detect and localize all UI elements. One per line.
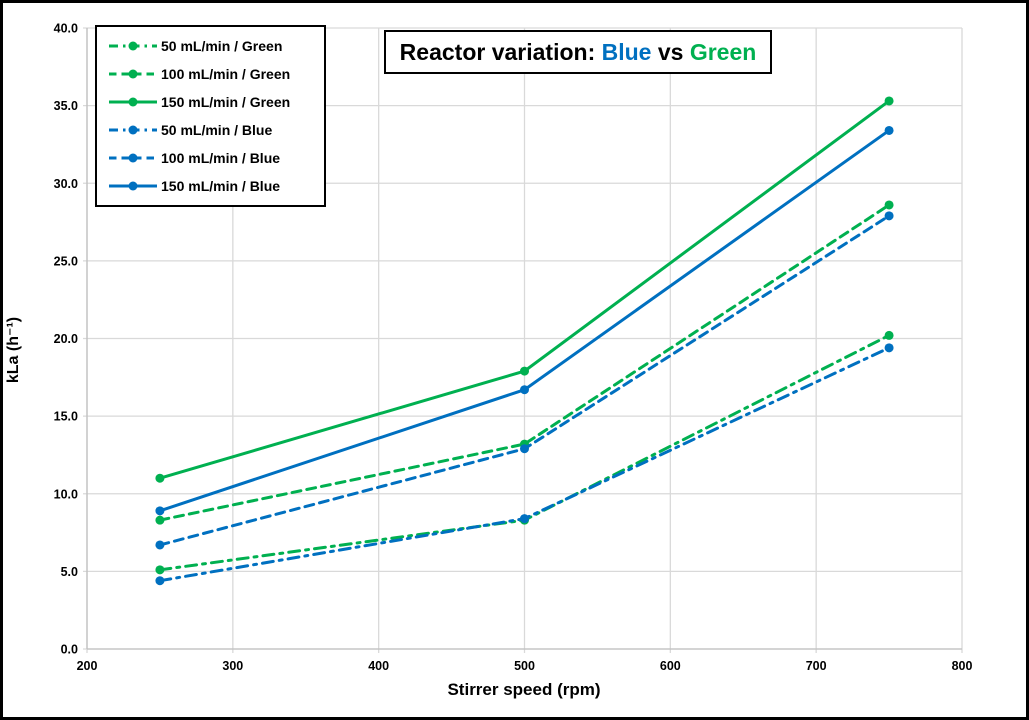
chart-title-prefix: Reactor variation: — [399, 38, 602, 65]
x-tick-label: 700 — [806, 659, 827, 673]
legend-item: 50 mL/min / Blue — [108, 116, 324, 144]
y-tick-label: 25.0 — [54, 254, 78, 268]
data-point-marker — [155, 576, 165, 586]
y-tick-label: 35.0 — [54, 99, 78, 113]
plot-area: 0.0 5.0 10.0 15.0 20.0 25.0 30.0 35.0 40.0 200 300… — [54, 22, 973, 674]
legend-item: 100 mL/min / Blue — [108, 144, 324, 172]
data-point-marker — [520, 514, 529, 524]
x-tick-label: 800 — [952, 659, 973, 673]
y-axis-title: kLa (h⁻¹) — [5, 316, 22, 384]
legend-label: 150 mL/min / Blue — [161, 178, 281, 194]
legend-line-sample — [109, 69, 157, 79]
chart-title: Reactor variation: Blue vs Green — [384, 30, 772, 74]
legend-item: 50 mL/min / Green — [108, 32, 324, 60]
y-tick-label: 0.0 — [61, 643, 78, 657]
data-point-marker — [155, 565, 165, 575]
y-tick-label: 20.0 — [54, 332, 78, 346]
legend-sample-marker — [128, 69, 138, 79]
x-tick-label: 300 — [222, 659, 243, 673]
x-axis-title: Stirrer speed (rpm) — [447, 680, 601, 699]
legend-label: 100 mL/min / Green — [161, 66, 291, 82]
legend-line-sample — [109, 153, 157, 163]
data-point-marker — [155, 473, 165, 483]
chart-title-green-word: Green — [689, 38, 757, 65]
chart-title-blue-word: Blue — [601, 38, 652, 65]
y-tick-label: 10.0 — [54, 487, 78, 501]
y-tick-label: 15.0 — [54, 410, 78, 424]
legend-line-sample — [109, 41, 157, 51]
data-point-marker — [884, 96, 894, 106]
legend-sample-marker — [128, 97, 138, 107]
data-point-marker — [520, 366, 529, 376]
y-tick-label: 40.0 — [54, 22, 78, 36]
legend-sample-marker — [128, 41, 138, 51]
legend-label: 100 mL/min / Blue — [161, 150, 281, 166]
data-point-marker — [155, 515, 165, 525]
legend-sample-marker — [128, 125, 138, 135]
legend-item: 150 mL/min / Blue — [108, 172, 324, 200]
chart-title-vs: vs — [651, 38, 690, 65]
legend-line-sample — [109, 97, 157, 107]
legend-sample-marker — [128, 153, 138, 163]
data-point-marker — [155, 540, 165, 550]
data-point-marker — [520, 385, 529, 395]
legend: 50 mL/min / Green 100 mL/min / Green 150 m… — [95, 25, 326, 207]
data-point-marker — [884, 200, 894, 210]
data-point-marker — [520, 444, 529, 454]
data-point-marker — [155, 506, 165, 516]
y-tick-label: 5.0 — [61, 565, 78, 579]
legend-label: 50 mL/min / Green — [161, 38, 283, 54]
data-point-marker — [884, 125, 894, 135]
legend-line-sample — [109, 181, 157, 191]
legend-label: 50 mL/min / Blue — [161, 122, 273, 138]
data-point-marker — [884, 330, 894, 340]
x-tick-label: 200 — [77, 659, 98, 673]
legend-item: 100 mL/min / Green — [108, 60, 324, 88]
x-tick-label: 500 — [514, 659, 535, 673]
series-line — [158, 203, 891, 522]
x-tick-label: 600 — [660, 659, 681, 673]
legend-line-sample — [109, 125, 157, 135]
legend-item: 150 mL/min / Green — [108, 88, 324, 116]
legend-label: 150 mL/min / Green — [161, 94, 291, 110]
data-point-marker — [884, 343, 894, 353]
data-point-marker — [884, 211, 894, 221]
y-tick-label: 30.0 — [54, 177, 78, 191]
legend-sample-marker — [128, 181, 138, 191]
x-tick-label: 400 — [368, 659, 389, 673]
